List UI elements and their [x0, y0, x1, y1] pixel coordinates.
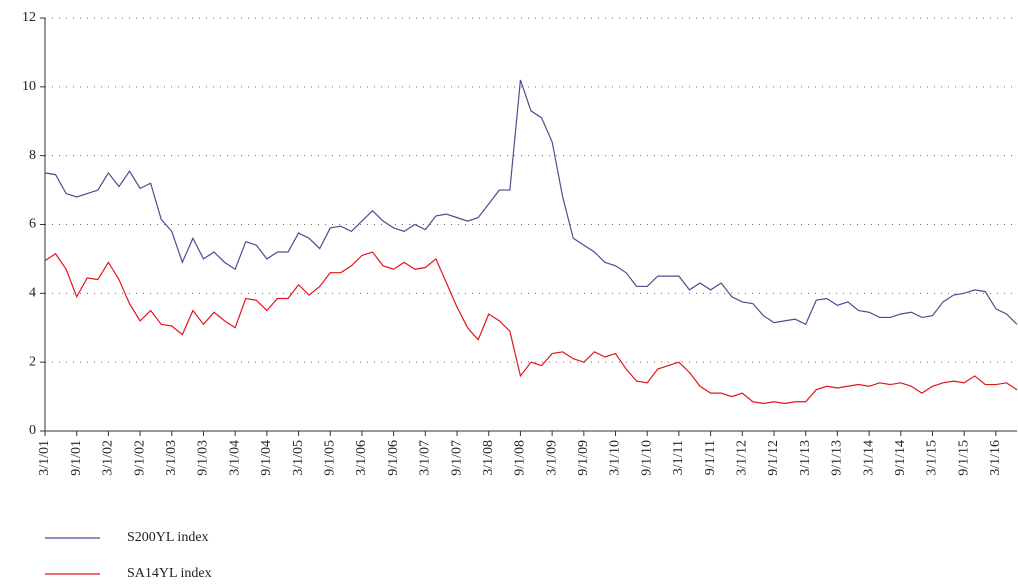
y-tick-label: 4 — [29, 286, 36, 301]
x-tick-label: 9/1/14 — [893, 440, 908, 476]
x-tick-label: 9/1/10 — [639, 440, 654, 476]
line-series — [44, 79, 1018, 326]
x-tick-label: 9/1/13 — [830, 440, 845, 476]
x-tick-label: 3/1/05 — [291, 440, 306, 476]
x-tick-label: 3/1/01 — [37, 440, 52, 476]
x-tick-label: 9/1/01 — [69, 440, 84, 476]
x-tick-label: 3/1/11 — [671, 440, 686, 475]
x-tick-label: 3/1/12 — [735, 440, 750, 476]
y-tick-label: 12 — [22, 10, 36, 25]
x-tick-label: 9/1/11 — [703, 440, 718, 475]
x-tick-label: 9/1/07 — [449, 440, 464, 476]
x-tick-label: 3/1/07 — [418, 440, 433, 476]
x-tick-label: 3/1/09 — [544, 440, 559, 476]
y-tick-label: 6 — [29, 217, 36, 232]
legend-label: SA14YL index — [127, 566, 212, 581]
x-tick-label: 9/1/03 — [196, 440, 211, 476]
x-tick-label: 9/1/08 — [513, 440, 528, 476]
x-tick-label: 3/1/04 — [227, 440, 242, 476]
y-tick-label: 0 — [29, 423, 36, 438]
x-tick-label: 3/1/16 — [988, 440, 1003, 476]
x-tick-label: 3/1/02 — [101, 440, 116, 476]
x-tick-label: 9/1/09 — [576, 440, 591, 476]
x-tick-label: 3/1/14 — [861, 440, 876, 476]
x-tick-label: 3/1/08 — [481, 440, 496, 476]
x-tick-label: 3/1/06 — [354, 440, 369, 476]
y-tick-label: 8 — [29, 148, 36, 163]
legend-label: S200YL index — [127, 530, 209, 545]
x-tick-label: 3/1/10 — [608, 440, 623, 476]
x-tick-label: 9/1/05 — [322, 440, 337, 476]
x-tick-label: 9/1/02 — [132, 440, 147, 476]
y-tick-label: 2 — [29, 354, 36, 369]
x-tick-label: 3/1/03 — [164, 440, 179, 476]
y-tick-label: 10 — [22, 79, 36, 94]
x-tick-label: 3/1/15 — [925, 440, 940, 476]
x-tick-label: 9/1/12 — [766, 440, 781, 476]
line-series — [44, 251, 1018, 405]
x-tick-label: 9/1/04 — [259, 440, 274, 476]
x-tick-label: 9/1/06 — [386, 440, 401, 476]
x-tick-label: 3/1/13 — [798, 440, 813, 476]
x-tick-label: 9/1/15 — [956, 440, 971, 476]
